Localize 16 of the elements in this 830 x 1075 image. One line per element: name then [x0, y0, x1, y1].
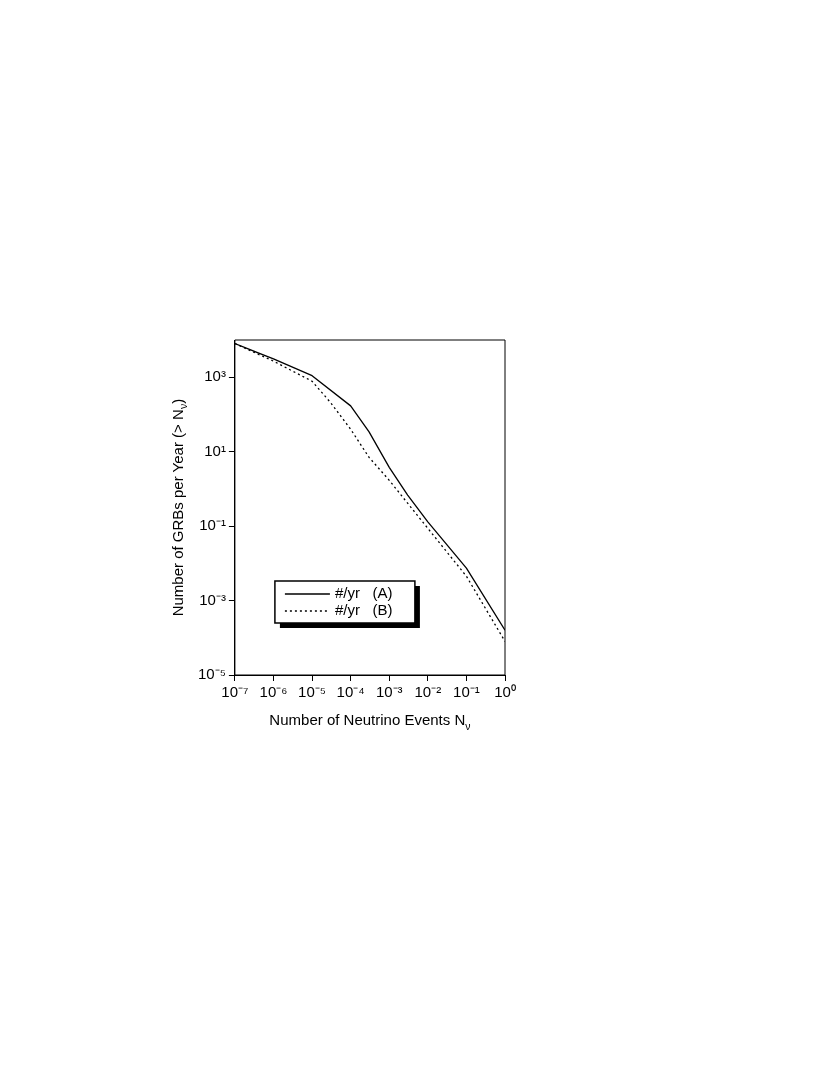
x-tick-label: 10⁰	[494, 683, 516, 701]
x-tick-label: 10⁻¹	[453, 683, 480, 701]
x-tick-label: 10⁻⁶	[259, 683, 288, 701]
y-tick-label: 10¹	[204, 441, 226, 459]
y-tick-label: 10⁻⁵	[198, 665, 226, 683]
y-tick-label: 10³	[204, 367, 226, 385]
y-tick-label: 10⁻³	[199, 590, 226, 608]
legend-label: #/yr (A)	[334, 584, 393, 602]
x-tick-label: 10⁻⁷	[221, 683, 249, 701]
y-tick-label: 10⁻¹	[199, 516, 226, 534]
legend-label: #/yr (B)	[334, 601, 393, 619]
y-axis-title: Number of GRBs per Year (> Nν)	[168, 398, 190, 617]
x-tick-label: 10⁻⁴	[336, 683, 365, 701]
x-tick-label: 10⁻²	[414, 683, 442, 701]
x-tick-label: 10⁻⁵	[298, 683, 327, 701]
x-tick-label: 10⁻³	[375, 683, 403, 701]
